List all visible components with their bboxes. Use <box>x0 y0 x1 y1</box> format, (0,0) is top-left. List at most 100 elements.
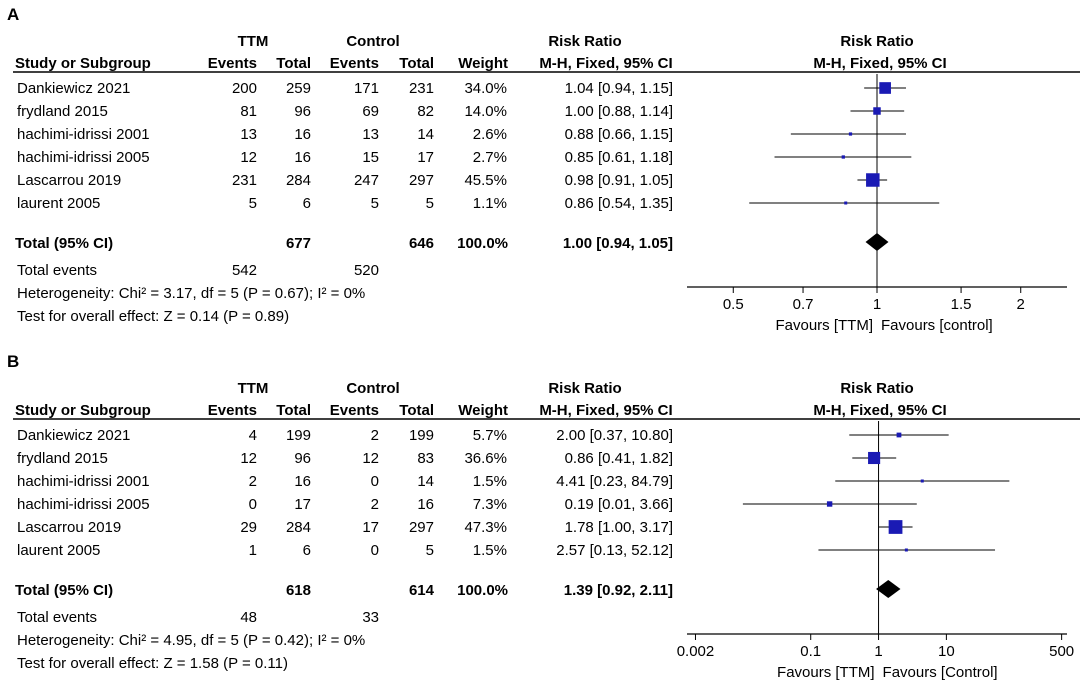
events-control: 5 <box>371 195 379 212</box>
total-control: 5 <box>426 195 434 212</box>
events-ttm: 5 <box>249 195 257 212</box>
events-ttm: 29 <box>240 519 257 536</box>
events-ttm: 13 <box>240 126 257 143</box>
risk-ratio-header: Risk Ratio <box>548 380 621 397</box>
total-control: 83 <box>417 450 434 467</box>
study-name: frydland 2015 <box>17 103 108 120</box>
x-tick-label: 0.002 <box>677 643 715 660</box>
study-name: Lascarrou 2019 <box>17 172 121 189</box>
total-events-control: 520 <box>354 262 379 279</box>
events-control: 0 <box>371 473 379 490</box>
total-n-control: 614 <box>409 582 435 599</box>
x-tick-label: 2 <box>1017 296 1025 313</box>
events-control: 247 <box>354 172 379 189</box>
study-weight: 1.5% <box>473 473 507 490</box>
study-weight: 45.5% <box>464 172 507 189</box>
events-control: 69 <box>362 103 379 120</box>
study-ci: 1.04 [0.94, 1.15] <box>565 80 673 97</box>
study-name: laurent 2005 <box>17 542 100 559</box>
study-weight: 14.0% <box>464 103 507 120</box>
study-name: frydland 2015 <box>17 450 108 467</box>
effect-marker <box>868 451 881 465</box>
events2-header: Events <box>330 402 379 419</box>
total-control: 14 <box>417 126 434 143</box>
total-events-ttm: 542 <box>232 262 257 279</box>
risk-ratio-method-header: M-H, Fixed, 95% CI <box>539 402 672 419</box>
study-header: Study or Subgroup <box>15 55 151 72</box>
effect-marker <box>888 520 903 534</box>
total-events-ttm: 48 <box>240 609 257 626</box>
total-control: 231 <box>409 80 434 97</box>
total-ttm: 16 <box>294 149 311 166</box>
study-name: hachimi-idrissi 2001 <box>17 473 150 490</box>
total-ttm: 17 <box>294 496 311 513</box>
events1-header: Events <box>208 55 257 72</box>
total-ttm: 259 <box>286 80 311 97</box>
events-control: 15 <box>362 149 379 166</box>
effect-marker <box>844 201 848 205</box>
total-control: 16 <box>417 496 434 513</box>
effect-marker <box>879 82 891 94</box>
total-control: 14 <box>417 473 434 490</box>
events2-header: Events <box>330 55 379 72</box>
study-name: laurent 2005 <box>17 195 100 212</box>
total-ttm: 284 <box>286 172 311 189</box>
events-control: 0 <box>371 542 379 559</box>
effect-marker <box>826 501 833 507</box>
x-tick-label: 0.1 <box>800 643 821 660</box>
study-ci: 1.78 [1.00, 3.17] <box>565 519 673 536</box>
study-weight: 7.3% <box>473 496 507 513</box>
events-ttm: 2 <box>249 473 257 490</box>
risk-ratio-method-header: M-H, Fixed, 95% CI <box>539 55 672 72</box>
total1-header: Total <box>276 55 311 72</box>
total-control: 297 <box>409 519 434 536</box>
events-ttm: 231 <box>232 172 257 189</box>
study-ci: 1.00 [0.88, 1.14] <box>565 103 673 120</box>
study-weight: 2.7% <box>473 149 507 166</box>
study-weight: 36.6% <box>464 450 507 467</box>
events-control: 12 <box>362 450 379 467</box>
study-weight: 1.5% <box>473 542 507 559</box>
events-ttm: 1 <box>249 542 257 559</box>
effect-marker <box>841 155 845 159</box>
study-ci: 0.86 [0.54, 1.35] <box>565 195 673 212</box>
events-ttm: 12 <box>240 450 257 467</box>
total-control: 82 <box>417 103 434 120</box>
total-ttm: 16 <box>294 126 311 143</box>
study-weight: 5.7% <box>473 427 507 444</box>
study-ci: 0.19 [0.01, 3.66] <box>565 496 673 513</box>
study-name: Dankiewicz 2021 <box>17 80 130 97</box>
group1-header: TTM <box>238 33 269 50</box>
effect-marker <box>873 107 881 115</box>
study-name: hachimi-idrissi 2001 <box>17 126 150 143</box>
forest-panel-a: A TTM Control Risk Ratio Risk Ratio Study or … <box>7 5 1080 334</box>
effect-marker <box>920 479 924 483</box>
total-n-control: 646 <box>409 235 434 252</box>
study-ci: 0.86 [0.41, 1.82] <box>565 450 673 467</box>
total-ttm: 284 <box>286 519 311 536</box>
overall-effect-stat: Test for overall effect: Z = 1.58 (P = 0… <box>17 655 288 672</box>
total-ttm: 96 <box>294 450 311 467</box>
events-control: 171 <box>354 80 379 97</box>
x-tick-label: 0.5 <box>723 296 744 313</box>
x-tick-label: 10 <box>938 643 955 660</box>
events-ttm: 12 <box>240 149 257 166</box>
events-ttm: 0 <box>249 496 257 513</box>
weight-header: Weight <box>458 402 508 419</box>
total-control: 297 <box>409 172 434 189</box>
overall-effect-stat: Test for overall effect: Z = 0.14 (P = 0… <box>17 308 289 325</box>
total-events-control: 33 <box>362 609 379 626</box>
study-ci: 0.88 [0.66, 1.15] <box>565 126 673 143</box>
panel-label: B <box>7 352 19 371</box>
plot-risk-ratio-header: Risk Ratio <box>840 380 913 397</box>
total-ttm: 6 <box>303 542 311 559</box>
effect-marker <box>904 548 908 552</box>
events-control: 2 <box>371 496 379 513</box>
favours-right-label: Favours [Control] <box>883 664 998 681</box>
study-name: hachimi-idrissi 2005 <box>17 496 150 513</box>
total-ttm: 6 <box>303 195 311 212</box>
total-label: Total (95% CI) <box>15 235 113 252</box>
heterogeneity-stat: Heterogeneity: Chi² = 4.95, df = 5 (P = … <box>17 632 365 649</box>
plot-method-header: M-H, Fixed, 95% CI <box>813 55 946 72</box>
total-ttm: 16 <box>294 473 311 490</box>
